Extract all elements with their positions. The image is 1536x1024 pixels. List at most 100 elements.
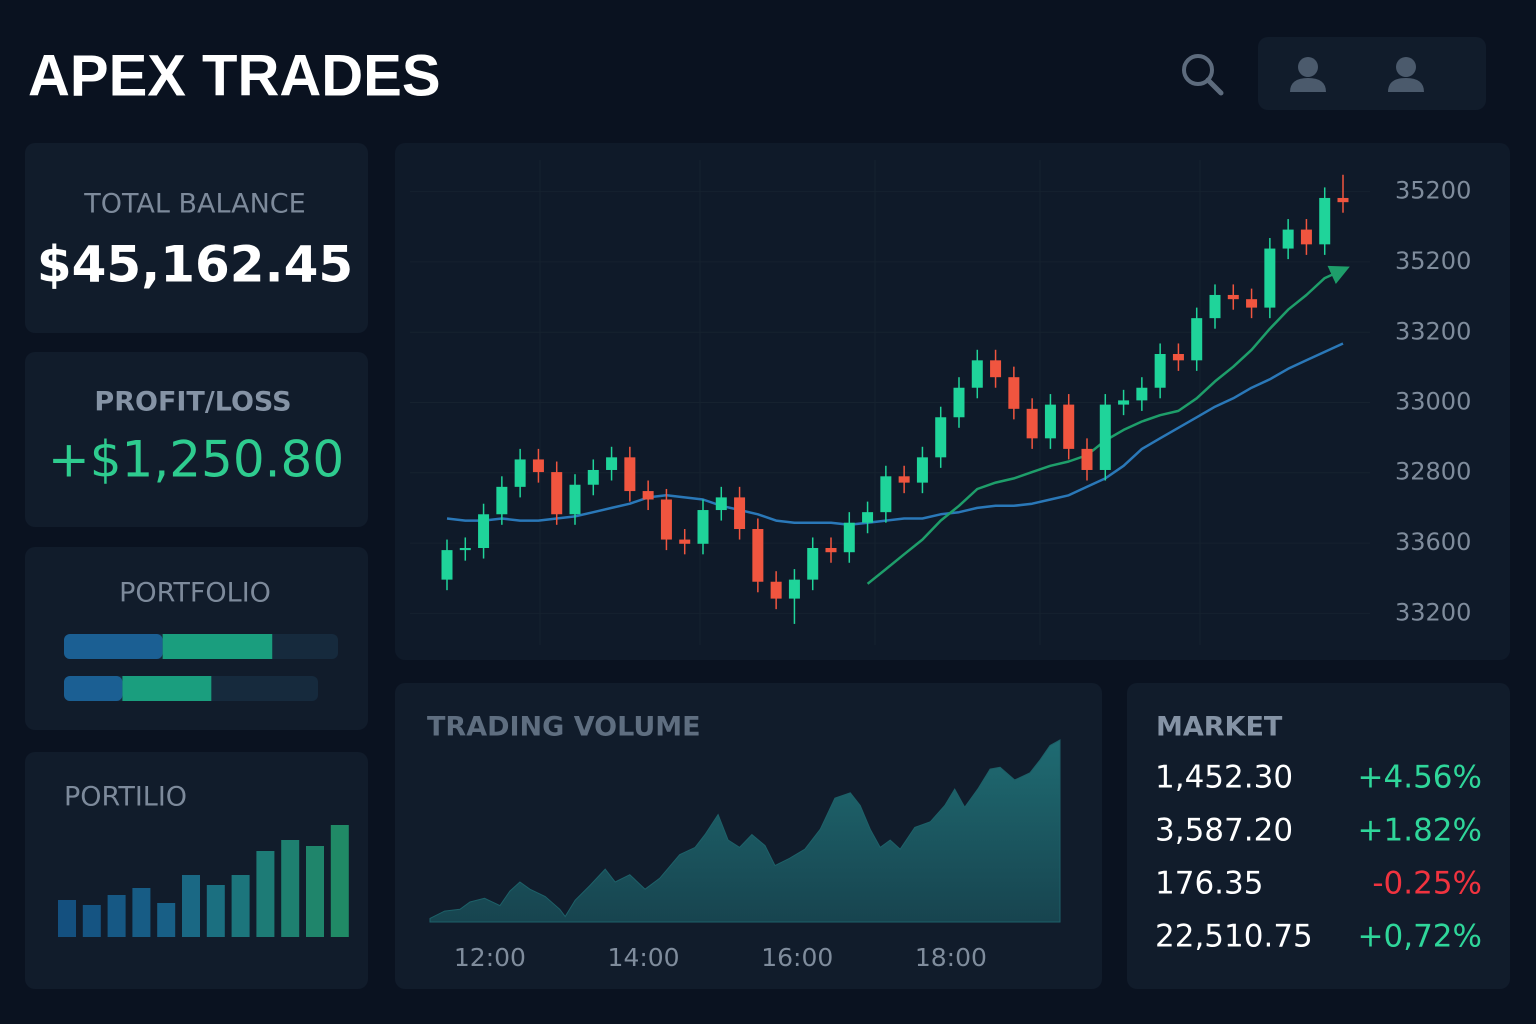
market-change: +1.82% bbox=[1358, 813, 1482, 849]
card bbox=[25, 143, 368, 333]
candle-body bbox=[862, 512, 874, 523]
bar bbox=[206, 885, 225, 937]
bar bbox=[132, 888, 151, 937]
candle-body bbox=[1300, 229, 1312, 245]
y-tick-label: 33200 bbox=[1395, 317, 1471, 345]
candle-body bbox=[441, 550, 453, 580]
progress-segment bbox=[64, 676, 123, 701]
candle-body bbox=[971, 360, 983, 388]
user-icon[interactable] bbox=[1388, 57, 1424, 92]
candle-body bbox=[1008, 377, 1020, 409]
candle-body bbox=[496, 486, 508, 515]
market-change: +0,72% bbox=[1358, 919, 1482, 955]
market-price: 176.35 bbox=[1155, 866, 1263, 902]
candle-body bbox=[1282, 229, 1294, 249]
candle-body bbox=[1172, 354, 1184, 361]
candle-body bbox=[532, 459, 544, 473]
candle-body bbox=[697, 510, 709, 544]
bar bbox=[330, 825, 349, 937]
candle-body bbox=[880, 476, 892, 513]
x-tick-label: 14:00 bbox=[608, 943, 680, 972]
progress-segment bbox=[64, 634, 163, 659]
bar bbox=[107, 895, 126, 937]
x-tick-label: 12:00 bbox=[454, 943, 526, 972]
candle-body bbox=[1044, 404, 1056, 439]
candle-body bbox=[1081, 448, 1093, 470]
app-title: APEX TRADES bbox=[28, 43, 441, 108]
candle-body bbox=[990, 360, 1002, 378]
card bbox=[25, 352, 368, 527]
y-tick-label: 35200 bbox=[1395, 247, 1471, 275]
bar bbox=[182, 875, 200, 937]
bar bbox=[157, 903, 176, 937]
x-tick-label: 16:00 bbox=[761, 943, 833, 972]
bar bbox=[306, 846, 324, 937]
candle-body bbox=[843, 522, 855, 553]
candle-body bbox=[898, 476, 910, 483]
balance-value: $45,162.45 bbox=[37, 236, 353, 294]
candle-body bbox=[606, 457, 618, 470]
x-tick-label: 18:00 bbox=[915, 943, 987, 972]
candle-body bbox=[1264, 248, 1276, 308]
candle-body bbox=[1136, 387, 1148, 401]
candle-body bbox=[660, 499, 672, 540]
bar bbox=[256, 851, 275, 937]
market-change: -0.25% bbox=[1372, 866, 1482, 902]
progress-segment bbox=[122, 676, 212, 701]
candle-body bbox=[624, 457, 636, 492]
candle-body bbox=[587, 469, 599, 485]
y-tick-label: 33000 bbox=[1395, 388, 1471, 416]
candle-body bbox=[1209, 294, 1221, 319]
profile-box bbox=[1258, 37, 1486, 110]
indicator-line bbox=[446, 342, 1344, 527]
candle-body bbox=[459, 548, 471, 551]
candle-body bbox=[551, 472, 563, 515]
candle-body bbox=[715, 497, 727, 511]
bar bbox=[231, 875, 250, 937]
candle-body bbox=[1099, 404, 1111, 470]
candle-body bbox=[953, 387, 965, 418]
market-price: 1,452.30 bbox=[1155, 760, 1293, 796]
market-title: MARKET bbox=[1156, 712, 1283, 743]
candle-body bbox=[642, 491, 654, 500]
candle-body bbox=[1026, 408, 1038, 439]
candle-body bbox=[916, 457, 928, 483]
y-tick-label: 35200 bbox=[1395, 177, 1471, 205]
candle-body bbox=[734, 497, 746, 530]
candle-body bbox=[1063, 404, 1075, 449]
bar bbox=[281, 840, 300, 937]
market-price: 22,510.75 bbox=[1155, 919, 1313, 955]
candle-body bbox=[752, 529, 764, 582]
candle-body bbox=[770, 581, 782, 599]
y-tick-label: 33600 bbox=[1395, 528, 1471, 556]
chart-title: TRADING VOLUME bbox=[427, 712, 701, 743]
card bbox=[395, 143, 1510, 660]
candle-body bbox=[478, 514, 490, 548]
card-label: PROFIT/LOSS bbox=[94, 387, 291, 418]
card-label: PORTFOLIO bbox=[119, 578, 271, 609]
candle-body bbox=[788, 579, 800, 599]
volume-area bbox=[429, 739, 1061, 923]
candle-body bbox=[1337, 197, 1349, 203]
market-price: 3,587.20 bbox=[1155, 813, 1293, 849]
user-icon[interactable] bbox=[1290, 57, 1326, 92]
candle-body bbox=[1191, 318, 1203, 361]
y-tick-label: 32800 bbox=[1395, 458, 1471, 486]
candle-body bbox=[679, 539, 691, 544]
candle-body bbox=[1118, 400, 1130, 405]
progress-segment bbox=[162, 634, 273, 659]
search-button[interactable] bbox=[1182, 54, 1224, 96]
profit-value: +$1,250.80 bbox=[48, 431, 344, 489]
candle-body bbox=[1227, 294, 1239, 300]
card-label: TOTAL BALANCE bbox=[83, 189, 305, 220]
bar bbox=[82, 905, 101, 937]
y-tick-label: 33200 bbox=[1395, 598, 1471, 626]
card bbox=[1127, 683, 1510, 989]
candle-body bbox=[569, 484, 581, 515]
candle-body bbox=[514, 459, 526, 487]
candle-body bbox=[825, 548, 837, 553]
bar bbox=[58, 900, 76, 937]
candle-body bbox=[935, 417, 947, 458]
